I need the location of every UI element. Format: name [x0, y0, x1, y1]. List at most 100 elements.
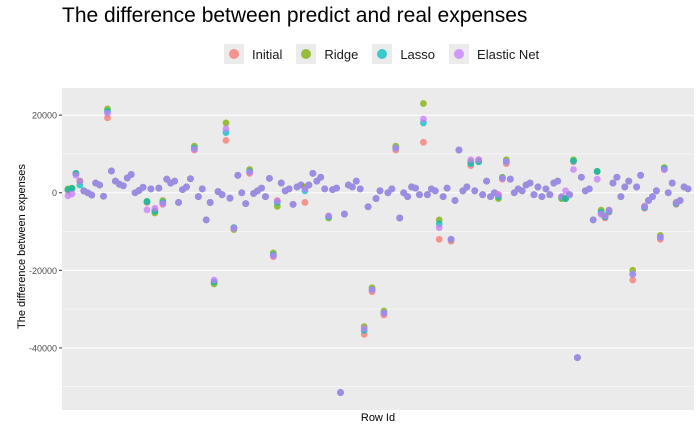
- point-elastic-net: [337, 389, 344, 396]
- point-elastic-net: [585, 185, 593, 193]
- point-elastic-net: [605, 206, 613, 214]
- point-elastic-net: [376, 187, 384, 195]
- point-elastic-net: [258, 184, 265, 192]
- point-elastic-net: [420, 115, 427, 123]
- point-elastic-net: [676, 197, 684, 204]
- point-elastic-net: [431, 187, 439, 195]
- point-elastic-net: [475, 156, 483, 164]
- x-axis-label: Row Id: [360, 412, 396, 424]
- point-elastic-net: [506, 175, 514, 183]
- point-elastic-net: [621, 183, 629, 191]
- point-elastic-net: [664, 189, 672, 197]
- plot-panel: [62, 88, 694, 410]
- point-elastic-net: [574, 354, 581, 362]
- point-elastic-net: [392, 144, 400, 152]
- point-elastic-net: [266, 174, 273, 182]
- point-elastic-net: [660, 166, 668, 173]
- point-elastic-net: [171, 177, 179, 185]
- point-elastic-net: [593, 175, 601, 183]
- point-elastic-net: [226, 194, 234, 202]
- point-ridge: [420, 100, 427, 107]
- point-elastic-net: [285, 185, 293, 193]
- point-elastic-net: [633, 183, 641, 191]
- point-elastic-net: [495, 191, 502, 199]
- point-elastic-net: [609, 179, 617, 187]
- point-elastic-net: [542, 185, 550, 193]
- point-elastic-net: [238, 189, 246, 197]
- point-elastic-net: [234, 171, 242, 179]
- y-tick-label: -20000: [29, 266, 57, 276]
- point-elastic-net: [218, 191, 226, 199]
- point-elastic-net: [364, 203, 372, 211]
- point-elastic-net: [289, 200, 297, 208]
- legend-key-initial: [224, 44, 244, 64]
- point-elastic-net: [321, 185, 329, 193]
- point-ridge: [222, 119, 230, 127]
- point-initial: [420, 138, 427, 146]
- point-elastic-net: [309, 169, 317, 177]
- point-elastic-net: [368, 286, 376, 294]
- point-elastic-net: [242, 200, 250, 208]
- point-elastic-net: [435, 224, 443, 232]
- point-elastic-net: [202, 216, 210, 224]
- point-initial: [435, 235, 443, 243]
- point-elastic-net: [538, 193, 546, 201]
- point-elastic-net: [183, 183, 190, 191]
- point-elastic-net: [463, 183, 471, 191]
- point-elastic-net: [423, 191, 431, 199]
- point-elastic-net: [155, 184, 163, 192]
- point-elastic-net: [641, 202, 648, 210]
- point-elastic-net: [210, 276, 218, 284]
- point-elastic-net: [206, 199, 214, 206]
- legend-label-ridge: Ridge: [324, 46, 359, 62]
- point-elastic-net: [352, 177, 360, 185]
- point-lasso: [593, 168, 601, 175]
- point-lasso: [143, 198, 151, 206]
- point-elastic-net: [325, 212, 333, 220]
- point-elastic-net: [416, 191, 423, 199]
- point-elastic-net: [388, 185, 396, 193]
- point-elastic-net: [88, 191, 96, 199]
- point-elastic-net: [151, 204, 159, 212]
- point-elastic-net: [613, 173, 621, 181]
- y-tick-label: 0: [52, 188, 57, 198]
- point-elastic-net: [380, 309, 388, 317]
- point-lasso: [570, 157, 577, 165]
- point-elastic-net: [566, 191, 573, 199]
- point-elastic-net: [526, 179, 534, 187]
- point-elastic-net: [230, 225, 238, 232]
- point-elastic-net: [317, 173, 325, 181]
- point-initial: [104, 114, 111, 122]
- point-elastic-net: [108, 167, 115, 175]
- point-elastic-net: [277, 179, 285, 187]
- point-elastic-net: [96, 181, 103, 189]
- point-elastic-net: [412, 184, 419, 192]
- point-elastic-net: [305, 181, 313, 189]
- chart-title: The difference between predict and real …: [62, 4, 528, 27]
- point-elastic-net: [443, 184, 451, 192]
- point-elastic-net: [577, 173, 585, 181]
- point-elastic-net: [72, 171, 80, 179]
- point-elastic-net: [175, 199, 182, 206]
- legend-label-elastic-net: Elastic Net: [477, 46, 540, 62]
- point-elastic-net: [348, 183, 356, 191]
- point-elastic-net: [637, 171, 645, 179]
- point-elastic-net: [439, 193, 447, 201]
- legend-swatch-initial: [229, 49, 239, 59]
- point-elastic-net: [119, 182, 127, 190]
- point-elastic-net: [222, 125, 230, 133]
- point-elastic-net: [246, 168, 254, 176]
- point-elastic-net: [68, 190, 76, 198]
- legend-swatch-lasso: [377, 49, 388, 59]
- point-elastic-net: [341, 210, 348, 218]
- point-elastic-net: [471, 187, 479, 195]
- legend-item-elastic-net: Elastic Net: [449, 44, 539, 64]
- point-elastic-net: [372, 195, 380, 202]
- point-elastic-net: [262, 193, 269, 201]
- point-elastic-net: [356, 185, 364, 193]
- point-elastic-net: [502, 158, 510, 166]
- legend-label-initial: Initial: [252, 46, 283, 62]
- point-elastic-net: [518, 187, 526, 195]
- y-tick-label: 20000: [32, 111, 57, 121]
- point-elastic-net: [554, 177, 562, 185]
